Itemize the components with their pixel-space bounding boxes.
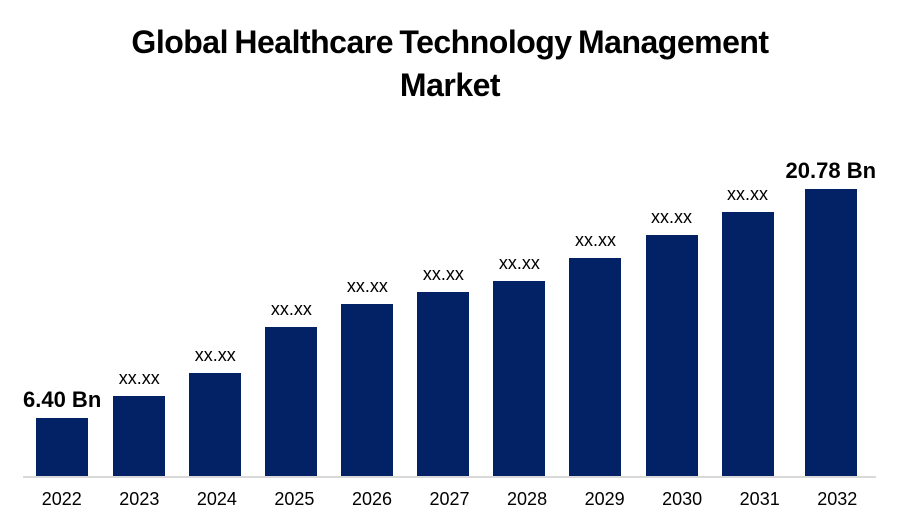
bar-value-label: xx.xx [498,253,540,273]
bar-group-2024: xx.xx [177,160,253,476]
bar-group-2022: 6.40 Bn [23,160,101,476]
bar-value-label: xx.xx [346,276,388,296]
bar-value-label: xx.xx [650,207,692,227]
bar-2031 [721,212,774,476]
bar-2023 [113,396,166,476]
x-axis-tick-label: 2031 [739,489,780,509]
x-axis-tick-label: 2025 [274,489,315,509]
bar-group-2030: xx.xx [633,160,709,476]
bar-2022 [36,418,89,476]
bar-value-label: 6.40 Bn [23,387,102,412]
x-axis-tick-label: 2029 [584,489,625,509]
x-axis-tick-label: 2027 [429,489,470,509]
bar-2025 [265,327,318,476]
x-axis-tick-label: 2026 [351,489,392,509]
bar-value-label: xx.xx [118,368,160,388]
x-axis-tick-label: 2023 [119,489,160,509]
x-axis-tick-label: 2032 [817,489,858,509]
chart-title: Global Healthcare Technology Management … [0,21,900,107]
bar-2026 [341,304,394,476]
bar-2032 [804,189,857,476]
bar-2027 [417,292,470,476]
bar-value-label: xx.xx [270,299,312,319]
x-axis-tick-label: 2022 [41,489,82,509]
bar-group-2032: 20.78 Bn [785,158,877,476]
bar-value-label: xx.xx [194,345,236,365]
chart-title-line1: Global Healthcare Technology Management [131,24,769,60]
bar-value-label: xx.xx [422,264,464,284]
bar-group-2029: xx.xx [557,160,633,476]
bar-value-label: xx.xx [574,230,616,250]
bar-group-2025: xx.xx [253,160,329,476]
bar-2028 [493,281,546,476]
bar-group-2027: xx.xx [405,160,481,476]
bar-group-2023: xx.xx [101,160,177,476]
plot-area: 6.40 Bn xx.xx xx.xx xx.xx xx.xx xx.xx xx.xx xx.… [23,160,876,478]
bar-value-label: xx.xx [727,184,769,204]
x-axis-tick-label: 2028 [507,489,548,509]
bar-group-2026: xx.xx [329,160,405,476]
bar-group-2031: xx.xx [710,160,786,476]
x-axis-tick-label: 2030 [662,489,703,509]
bar-group-2028: xx.xx [481,160,557,476]
bar-2030 [645,235,698,476]
chart-title-line2: Market [399,67,501,103]
x-axis-tick-label: 2024 [196,489,237,509]
bar-2024 [189,373,242,476]
x-axis-labels: 2022 2023 2024 2025 2026 2027 2028 2029 2030 2031… [23,490,876,508]
bar-value-label: 20.78 Bn [785,158,877,183]
bar-2029 [569,258,622,476]
